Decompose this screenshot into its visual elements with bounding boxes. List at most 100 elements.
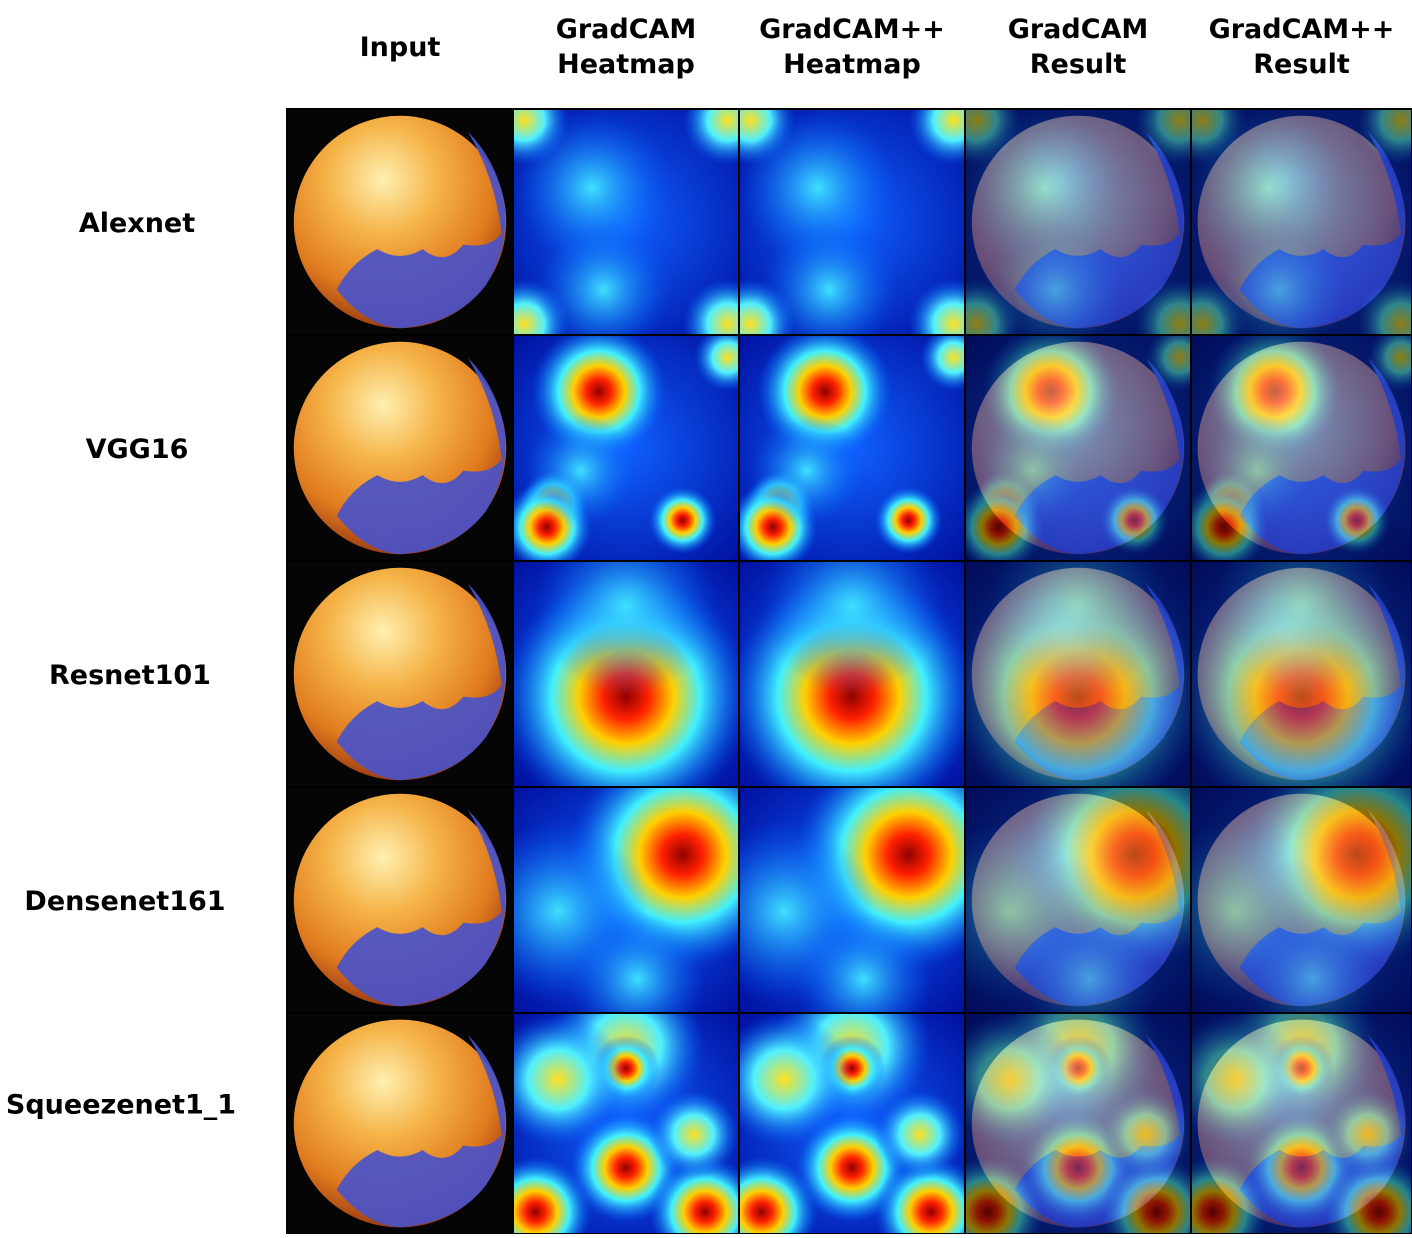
heat-spot [535, 561, 717, 697]
image-cell [1191, 335, 1412, 561]
heat-spot [524, 414, 638, 528]
blue-region [336, 583, 506, 781]
heat-spot [795, 911, 932, 1013]
heat-spot [874, 1090, 965, 1179]
image-cell [965, 561, 1191, 787]
heatmap [513, 787, 739, 1013]
image-cell [287, 1013, 513, 1234]
heat-spot [1021, 911, 1158, 1013]
heat-spot [908, 109, 965, 166]
heat-spot [739, 1156, 819, 1234]
heatmap [965, 335, 1191, 561]
heat-spot [1323, 1156, 1412, 1234]
heat-spot [648, 1090, 739, 1179]
heat-spot [1134, 278, 1191, 335]
image-cell [513, 561, 739, 787]
heat-spot [535, 222, 672, 335]
heat-spot [513, 1156, 593, 1234]
heat-spot [513, 109, 672, 268]
heat-spot [1213, 222, 1346, 335]
blue-region [336, 131, 506, 329]
image-cell [965, 335, 1191, 561]
row-label: Resnet101 [49, 660, 211, 691]
column-header: GradCAM [556, 14, 697, 45]
heat-spot [739, 109, 898, 268]
heatmap [513, 1013, 739, 1234]
image-cell [1191, 1013, 1412, 1234]
heat-spot [1356, 278, 1412, 335]
heatmap [965, 109, 1191, 335]
image-cell [965, 1013, 1191, 1234]
heat-spot [874, 486, 943, 555]
heat-spot [682, 109, 739, 166]
heatmap [1191, 335, 1412, 561]
heatmap [513, 561, 739, 787]
heat-spot [1191, 1156, 1269, 1234]
heat-spot [693, 335, 739, 392]
heatmap [1191, 787, 1412, 1013]
image-cell [287, 561, 513, 787]
heat-spot [874, 1156, 965, 1234]
heat-spot [1100, 486, 1169, 555]
image-cell [739, 787, 965, 1013]
image-cell [739, 109, 965, 335]
heat-spot [1191, 1013, 1302, 1146]
image-cell [739, 335, 965, 561]
heat-spot [987, 561, 1169, 697]
heat-spot [1134, 109, 1191, 166]
column-header: GradCAM [1008, 14, 1149, 45]
heat-spot [919, 335, 965, 392]
heatmap [739, 1013, 965, 1234]
row-label: Squeezenet1_1 [6, 1090, 236, 1121]
heatmap [739, 787, 965, 1013]
image-cell [739, 1013, 965, 1234]
heatmap [513, 109, 739, 335]
heat-spot [739, 1013, 852, 1146]
heat-spot [908, 278, 965, 335]
heat-spot [1100, 1090, 1191, 1179]
heatmap [739, 561, 965, 787]
heatmap [739, 109, 965, 335]
image-cell [1191, 561, 1412, 787]
column-header: GradCAM++ [1209, 14, 1395, 45]
heat-spot [976, 414, 1090, 528]
heatmap [965, 561, 1191, 787]
heatmap [739, 335, 965, 561]
heat-spot [1367, 335, 1412, 392]
heat-spot [1213, 561, 1390, 697]
heatmap [513, 335, 739, 561]
heat-spot [1323, 486, 1390, 555]
row-label: Densenet161 [24, 886, 225, 917]
heatmap [1191, 1013, 1412, 1234]
image-cell [513, 335, 739, 561]
heat-spot [965, 109, 1124, 268]
image-cell [287, 787, 513, 1013]
heat-spot [750, 414, 864, 528]
heat-spot [965, 1013, 1078, 1146]
column-header: Heatmap [557, 49, 695, 80]
heat-spot [1202, 414, 1313, 528]
image-cell [287, 335, 513, 561]
heatmap [1191, 561, 1412, 787]
heat-spot [1323, 1090, 1412, 1179]
image-cell [513, 787, 739, 1013]
heat-spot [987, 222, 1124, 335]
heat-spot [648, 486, 717, 555]
row-label: VGG16 [86, 434, 189, 465]
heat-spot [648, 1156, 739, 1234]
image-cell [513, 109, 739, 335]
blue-region [336, 1035, 506, 1228]
heat-spot [761, 561, 943, 697]
image-cell [1191, 109, 1412, 335]
row-label: Alexnet [79, 208, 195, 239]
image-cell [287, 109, 513, 335]
column-header: Result [1030, 49, 1127, 80]
image-cell [739, 561, 965, 787]
heat-spot [1100, 1156, 1191, 1234]
heatmap [1191, 109, 1412, 335]
column-header: Result [1253, 49, 1350, 80]
blue-region [336, 809, 506, 1007]
heat-spot [761, 222, 898, 335]
heat-spot [965, 1156, 1045, 1234]
